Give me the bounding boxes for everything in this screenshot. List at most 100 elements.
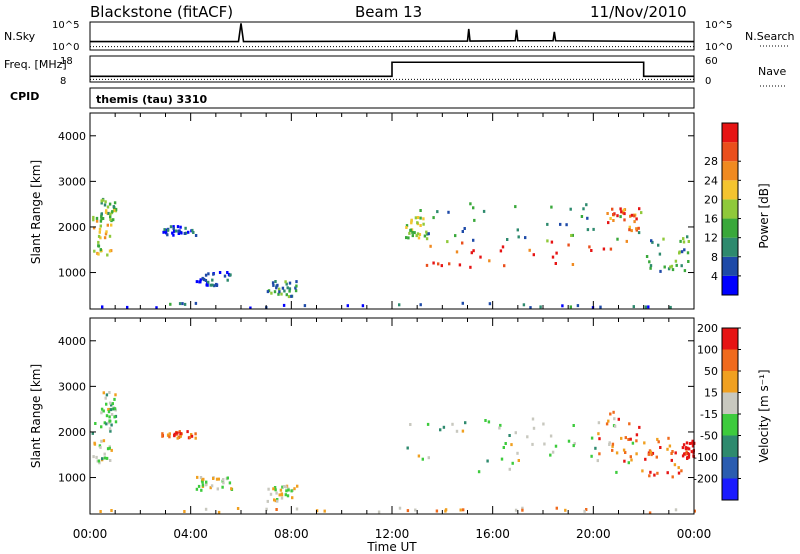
power-cell	[229, 273, 232, 277]
velocity-cell	[684, 452, 688, 456]
velocity-cell	[526, 435, 529, 439]
velocity-cell	[596, 459, 599, 463]
power-cell	[432, 261, 435, 265]
velocity-cell	[94, 422, 97, 425]
power-cell	[546, 222, 549, 226]
velocity-cell	[681, 446, 685, 450]
velocity-cell	[680, 469, 683, 473]
power-cell	[565, 223, 568, 227]
velocity-cell	[677, 466, 680, 470]
power-cell	[284, 280, 287, 284]
power-ytick-label: 2000	[58, 221, 86, 234]
power-cell	[105, 209, 108, 213]
velocity-cell	[108, 391, 111, 394]
velocity-cell	[279, 488, 283, 492]
velocity-cell	[617, 417, 620, 421]
velocity-cell	[643, 441, 646, 445]
power-cell	[607, 221, 610, 225]
velocity-cell	[205, 480, 208, 484]
velocity-cell	[629, 437, 632, 441]
velocity-cell	[107, 408, 110, 411]
velocity-cell	[97, 459, 101, 463]
velocity-cell	[204, 483, 208, 487]
velocity-cell	[103, 456, 107, 460]
power-cell	[285, 282, 288, 286]
power-cell	[425, 237, 429, 241]
velocity-cell	[671, 450, 674, 453]
velocity-cell	[690, 450, 693, 454]
power-cell	[687, 240, 690, 243]
power-cell	[99, 219, 103, 223]
power-cell	[501, 245, 505, 249]
velocity-ytick-label: 1000	[58, 472, 86, 485]
power-cell	[637, 226, 640, 230]
velocity-cell	[175, 431, 178, 435]
velocity-cell	[531, 417, 535, 421]
power-cell	[682, 240, 686, 244]
power-cell	[683, 248, 686, 252]
power-cell	[164, 230, 167, 234]
power-cell	[172, 225, 175, 229]
power-cell	[437, 262, 440, 266]
velocity-cell	[611, 444, 614, 448]
power-cell	[277, 292, 280, 296]
velocity-cell	[105, 402, 108, 406]
power-cell	[448, 262, 451, 266]
power-cell	[686, 235, 689, 239]
power-cell	[286, 286, 289, 290]
cpid-label: CPID	[10, 90, 39, 103]
power-cell	[273, 290, 277, 294]
power-cell	[683, 269, 687, 273]
power-cell	[113, 209, 116, 213]
velocity-cell	[554, 444, 558, 448]
velocity-cell	[406, 446, 409, 450]
velocity-cell	[691, 439, 694, 443]
power-cell	[226, 278, 229, 282]
velocity-colorbar-segment	[722, 457, 738, 479]
velocity-cell	[98, 444, 102, 448]
power-cell	[429, 244, 432, 248]
velocity-cell	[670, 458, 673, 462]
power-colorbar-segment	[722, 123, 738, 143]
velocity-cell	[685, 450, 688, 454]
velocity-cell	[188, 435, 192, 439]
velocity-cell	[284, 485, 288, 489]
velocity-cell	[486, 459, 489, 463]
power-cell	[606, 212, 609, 215]
power-cell	[95, 216, 99, 220]
power-cell	[106, 223, 109, 227]
power-cell	[204, 273, 208, 277]
power-cell	[201, 276, 204, 280]
power-cell	[514, 205, 517, 209]
velocity-cell	[228, 481, 232, 485]
power-cell	[415, 234, 418, 238]
velocity-cell	[102, 409, 105, 413]
velocity-cell	[421, 457, 424, 461]
velocity-cell	[564, 508, 567, 512]
velocity-cell	[514, 431, 517, 435]
power-cell	[590, 249, 593, 252]
velocity-colorbar-tick-label: -15	[700, 408, 718, 421]
velocity-cell	[605, 422, 609, 426]
power-cell	[209, 283, 212, 287]
power-cell	[410, 218, 413, 222]
power-cell	[411, 230, 414, 234]
freq-label: Freq. [MHz]	[4, 58, 67, 71]
power-cell	[616, 214, 619, 218]
velocity-cell	[650, 453, 653, 457]
power-cell	[422, 222, 425, 226]
power-cell	[529, 306, 532, 310]
power-heatmap	[92, 197, 690, 310]
nave-label: Nave	[758, 65, 786, 78]
velocity-cell	[108, 427, 112, 431]
velocity-cell	[572, 424, 575, 427]
power-cell	[416, 216, 420, 219]
date-label: 11/Nov/2010	[590, 3, 687, 21]
velocity-cell	[210, 484, 214, 488]
velocity-cell	[657, 440, 660, 444]
freq-left-tick-bottom: 8	[60, 76, 66, 87]
power-cell	[619, 215, 622, 219]
velocity-cell	[567, 439, 571, 443]
power-cell	[516, 228, 519, 232]
velocity-cell	[199, 476, 203, 479]
